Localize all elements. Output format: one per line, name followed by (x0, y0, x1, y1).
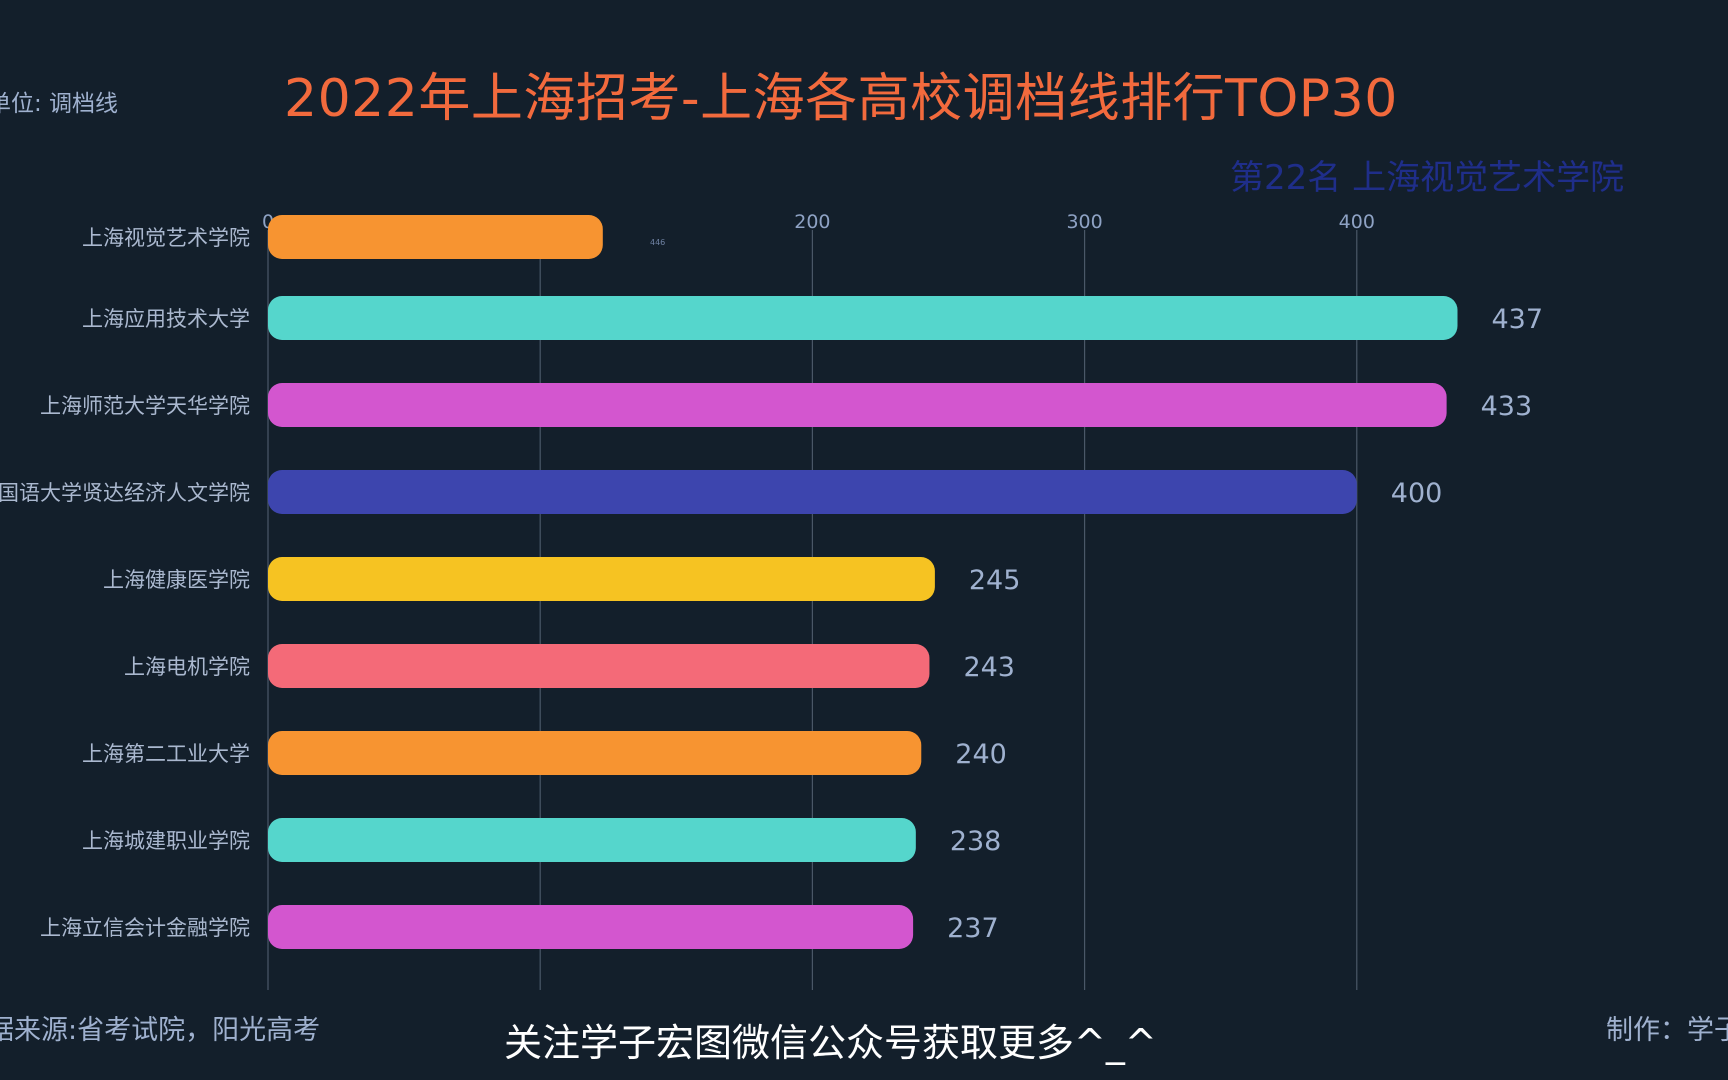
category-label: 上海应用技术大学 (82, 307, 250, 331)
max-marker: 446 (650, 238, 665, 247)
value-label: 240 (955, 739, 1007, 770)
value-label: 237 (947, 913, 999, 944)
rank-label: 第22名 上海视觉艺术学院 (1230, 158, 1625, 198)
value-label: 243 (963, 652, 1015, 683)
value-label: 238 (950, 826, 1002, 857)
value-label: 245 (969, 565, 1021, 596)
bar (268, 818, 916, 862)
follow-prompt: 关注学子宏图微信公众号获取更多^_^ (504, 1021, 1157, 1065)
value-label: 400 (1391, 478, 1443, 509)
category-label: 上海师范大学天华学院 (40, 394, 250, 418)
unit-label: 单位: 调档线 (0, 91, 119, 117)
value-label: 437 (1492, 304, 1544, 335)
bar (268, 644, 930, 688)
category-label: 上海第二工业大学 (82, 742, 250, 766)
x-tick-label: 400 (1339, 211, 1375, 233)
bar (268, 731, 922, 775)
category-label: 上海城建职业学院 (82, 829, 250, 853)
x-tick-label: 300 (1066, 211, 1102, 233)
bar (268, 383, 1447, 427)
chart-title: 2022年上海招考-上海各高校调档线排行TOP30 (284, 69, 1398, 129)
maker-credit: 制作：学子 (1606, 1015, 1728, 1046)
category-label: 上海健康医学院 (103, 568, 250, 592)
bar (268, 905, 914, 949)
bar (268, 557, 935, 601)
x-tick-label: 200 (794, 211, 830, 233)
bar (268, 296, 1458, 340)
data-source: 数据来源:省考试院，阳光高考 (0, 1015, 321, 1046)
category-label: 上海立信会计金融学院 (40, 916, 250, 940)
category-label: 上海外国语大学贤达经济人文学院 (0, 481, 250, 505)
value-label: 433 (1481, 391, 1533, 422)
bar (268, 470, 1357, 514)
category-label: 上海电机学院 (124, 655, 250, 679)
bar (268, 215, 603, 259)
category-label: 上海视觉艺术学院 (82, 226, 250, 250)
